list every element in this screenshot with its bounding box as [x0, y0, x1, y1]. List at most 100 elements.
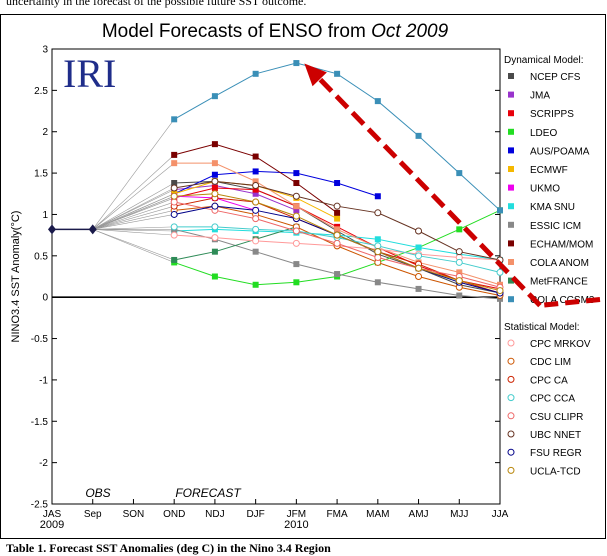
- legend-label-aus-poama: AUS/POAMA: [530, 146, 590, 157]
- data-point-essic-icm: [334, 271, 341, 278]
- data-point-scripps: [211, 184, 218, 191]
- y-tick-label: -0.5: [31, 334, 49, 345]
- data-point-cola-anom: [334, 226, 341, 233]
- legend-label-ecmwf: ECMWF: [530, 165, 568, 176]
- data-point-ucla-tcd: [292, 212, 300, 220]
- connector-line: [92, 195, 175, 230]
- data-point-cola-anom: [456, 269, 463, 276]
- data-point-metfrance: [171, 256, 178, 263]
- highlight-arrow-shaft: [316, 75, 542, 308]
- legend-marker-kma-snu: [508, 203, 514, 210]
- legend-marker-cola-anom: [508, 259, 514, 265]
- y-tick-label: 3: [42, 45, 48, 56]
- data-point-jma: [293, 207, 300, 214]
- legend-marker-ecmwf: [508, 166, 514, 172]
- forecast-annotation: FORECAST: [175, 486, 242, 500]
- data-point-echam-mom: [211, 141, 218, 148]
- data-point-cpc-mrkov: [170, 231, 178, 239]
- connector-line: [92, 193, 175, 230]
- data-point-cola-ccsm3: [171, 116, 178, 123]
- x-tick-label: MJJ: [450, 509, 468, 520]
- x-tick-label: NDJ: [205, 509, 224, 520]
- highlight-arrow-tail: [539, 296, 601, 308]
- legend-marker-echam-mom: [508, 240, 514, 247]
- legend-label-ncep-cfs: NCEP CFS: [530, 72, 581, 83]
- data-point-aus-poama: [293, 170, 300, 177]
- legend-label-echam-mom: ECHAM/MOM: [530, 239, 593, 250]
- data-point-ubc-nnet: [415, 227, 423, 235]
- legend-label-csu-clipr: CSU CLIPR: [530, 412, 583, 423]
- data-point-fsu-regr: [170, 210, 178, 218]
- connector-line: [92, 229, 175, 263]
- data-point-cpc-cca: [211, 223, 219, 231]
- data-point-metfrance: [211, 248, 218, 255]
- data-point-ubc-nnet: [170, 184, 178, 192]
- connector-line: [92, 187, 175, 230]
- observed-point: [88, 224, 97, 235]
- top-text: uncertainty in the forecast of the possi…: [6, 0, 307, 8]
- observed-point: [48, 224, 56, 235]
- legend-marker-cdc-lim: [507, 357, 515, 365]
- data-point-cpc-cca: [455, 258, 463, 266]
- series-line-metfrance: [174, 226, 297, 261]
- data-point-kma-snu: [374, 236, 381, 243]
- data-point-cdc-lim: [415, 273, 423, 280]
- connector-line: [92, 182, 175, 230]
- data-point-csu-clipr: [170, 198, 178, 206]
- y-tick-label: -1.5: [31, 417, 49, 428]
- series-line-aus-poama: [173, 170, 378, 197]
- highlight-arrow-head: [304, 63, 327, 87]
- chart-title: Model Forecasts of ENSO from Oct 2009: [102, 21, 449, 42]
- legend-marker-ldeo: [508, 128, 514, 135]
- data-point-cola-ccsm3: [252, 70, 259, 77]
- data-point-cpc-cca: [496, 268, 504, 276]
- y-tick-label: 2.5: [34, 86, 48, 97]
- data-point-cpc-mrkov: [211, 234, 219, 242]
- data-point-ubc-nnet: [455, 248, 463, 256]
- obs-annotation: OBS: [85, 486, 110, 500]
- legend-label-ukmo: UKMO: [530, 184, 560, 195]
- y-tick-label: -2: [39, 458, 48, 469]
- data-point-ucla-tcd: [170, 192, 178, 200]
- data-point-echam-mom: [334, 209, 341, 216]
- data-point-essic-icm: [293, 261, 300, 268]
- legend-marker-scripps: [508, 110, 514, 117]
- y-tick-label: 0.5: [34, 251, 48, 262]
- data-point-ucla-tcd: [415, 264, 423, 272]
- data-point-essic-icm: [252, 248, 259, 255]
- data-point-cola-ccsm3: [211, 93, 218, 100]
- data-point-ucla-tcd: [252, 198, 260, 206]
- y-tick-label: -1: [39, 375, 48, 386]
- connector-line: [92, 205, 175, 230]
- data-point-fsu-regr: [211, 202, 219, 210]
- legend-label-ucla-tcd: UCLA-TCD: [530, 466, 581, 477]
- legend-label-cpc-ca: CPC CA: [530, 375, 568, 386]
- y-tick-label: 2: [42, 127, 48, 138]
- x-tick-label: JFM: [287, 509, 306, 520]
- plot-area: [51, 48, 501, 505]
- data-point-csu-clipr: [292, 227, 300, 235]
- legend-group-title: Dynamical Model:: [504, 55, 583, 66]
- data-point-cpc-cca: [170, 223, 178, 231]
- data-point-ldeo: [456, 226, 463, 233]
- x-tick-label: DJF: [246, 509, 264, 520]
- iri-logo: IRI: [63, 51, 116, 96]
- x-year-label: 2009: [40, 519, 64, 531]
- chart-frame: [0, 14, 606, 539]
- legend-label-jma: JMA: [530, 91, 550, 102]
- data-point-cola-ccsm3: [334, 70, 341, 77]
- x-tick-label: OND: [163, 509, 185, 520]
- data-point-ubc-nnet: [292, 192, 300, 200]
- data-point-cpc-cca: [415, 252, 423, 260]
- data-point-echam-mom: [293, 180, 300, 187]
- data-point-ubc-nnet: [374, 209, 382, 217]
- legend-label-metfrance: MetFRANCE: [530, 277, 588, 288]
- data-point-cola-ccsm3: [293, 60, 300, 67]
- legend-label-cpc-mrkov: CPC MRKOV: [530, 339, 591, 350]
- legend-label-cola-ccsm3: COLA CCSM3: [530, 295, 595, 306]
- data-point-ucla-tcd: [455, 277, 463, 285]
- data-point-ubc-nnet: [333, 202, 341, 210]
- data-point-aus-poama: [334, 180, 341, 187]
- legend-group-title: Statistical Model:: [504, 322, 580, 333]
